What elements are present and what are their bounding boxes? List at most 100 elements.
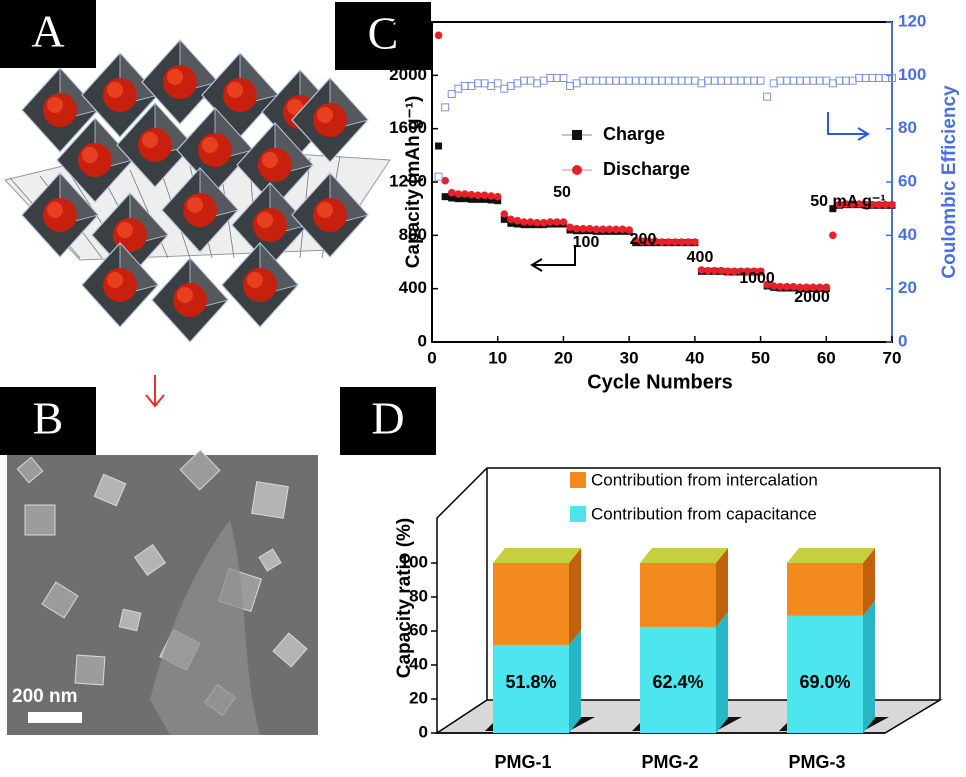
legend-label: Discharge: [603, 159, 690, 179]
point: [881, 200, 890, 209]
box-frame: [436, 467, 941, 733]
point: [763, 92, 772, 101]
point: [493, 192, 502, 201]
point: [592, 225, 601, 234]
point: [684, 76, 693, 85]
point: [815, 283, 824, 292]
y2-tick-label: 40: [898, 225, 917, 244]
legend-marker: [570, 506, 586, 522]
point: [868, 74, 877, 82]
data-label: 69.0%: [799, 672, 850, 692]
point: [447, 188, 456, 197]
y-tick-label: 60: [409, 620, 428, 639]
sem-crystal: [272, 632, 308, 668]
annotation: 50: [553, 184, 571, 201]
bar-segment: [640, 626, 716, 733]
point: [572, 79, 581, 88]
point: [520, 218, 528, 226]
data-label: 51.8%: [505, 672, 556, 692]
cluster: [317, 107, 333, 123]
point: [513, 216, 522, 225]
legend-marker: [570, 472, 586, 488]
point: [579, 76, 588, 85]
point: [487, 192, 495, 200]
sem-crystal: [179, 449, 221, 491]
point: [513, 79, 522, 88]
panel-label: C: [368, 8, 399, 59]
point: [671, 238, 679, 246]
x-tick-label: 10: [488, 348, 507, 367]
point: [855, 200, 863, 208]
point: [638, 76, 647, 85]
point: [822, 76, 831, 85]
x-tick-label: 40: [685, 348, 704, 367]
point: [454, 84, 463, 93]
point: [861, 74, 870, 82]
annotation: 2000: [794, 289, 830, 306]
point: [585, 76, 594, 85]
point: [631, 236, 640, 245]
point: [506, 82, 515, 90]
point: [737, 267, 745, 276]
point: [677, 238, 686, 246]
sem-crystal: [118, 608, 142, 632]
x-tick-label: 30: [620, 348, 639, 367]
legend-label: Contribution from capacitance: [591, 504, 817, 523]
point: [664, 76, 673, 85]
x-tick-label: 60: [817, 348, 836, 367]
cluster: [47, 97, 63, 113]
panel-label: B: [33, 393, 64, 444]
x-tick-label: PMG-1: [494, 752, 551, 772]
point: [625, 226, 633, 234]
y-tick-label: 40: [409, 654, 428, 673]
panel-label-box: [335, 2, 431, 70]
scale-bar: [28, 712, 82, 723]
annotation: 100: [573, 234, 600, 251]
point: [546, 218, 555, 226]
cluster: [107, 82, 123, 98]
point: [829, 231, 837, 240]
bar-top: [493, 548, 581, 563]
cluster: [257, 212, 273, 228]
sem-crystal: [16, 456, 44, 484]
point: [474, 191, 482, 200]
axis-arrow: [530, 245, 576, 272]
point: [691, 238, 699, 246]
bar-side: [863, 600, 875, 733]
point: [658, 76, 666, 85]
annotation: 400: [687, 249, 714, 266]
sem-crystal: [258, 548, 282, 572]
point: [769, 282, 778, 290]
point: [559, 218, 568, 226]
y2-tick-label: 100: [898, 65, 926, 84]
axis-arrow: [827, 112, 870, 141]
cluster: [142, 132, 158, 148]
point: [612, 76, 620, 85]
x-tick-label: 50: [751, 348, 770, 367]
panel-label-box: [0, 0, 96, 68]
point: [612, 225, 620, 234]
point: [756, 267, 765, 276]
point: [730, 267, 739, 276]
point: [723, 76, 732, 85]
panel-label-box: [0, 387, 96, 455]
point: [441, 103, 450, 112]
point: [487, 196, 495, 204]
y-tick-label: 20: [409, 688, 428, 707]
point: [861, 200, 870, 209]
point: [644, 76, 653, 85]
legend-label: Charge: [603, 124, 665, 144]
x-tick-label: 20: [554, 348, 573, 367]
point: [605, 76, 614, 85]
bar-segment: [493, 563, 569, 645]
point: [874, 74, 883, 82]
y2-tick-label: 80: [898, 118, 917, 137]
panel-label: D: [371, 393, 404, 444]
point: [592, 76, 601, 85]
point: [474, 79, 482, 88]
point: [651, 237, 660, 246]
point: [467, 190, 476, 199]
point: [599, 225, 607, 234]
point: [677, 76, 686, 85]
